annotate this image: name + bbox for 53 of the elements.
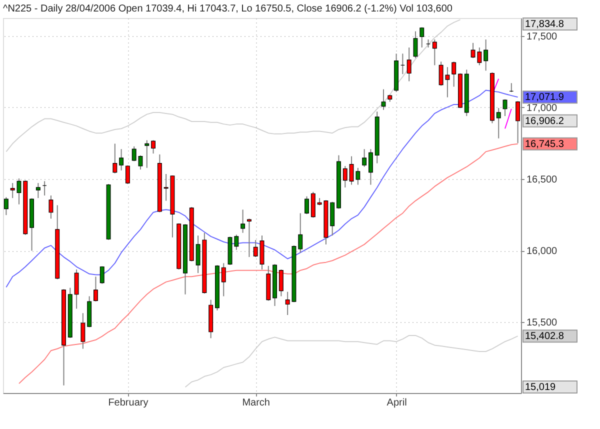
x-tick-label: February [108, 398, 148, 408]
text: 17,834.8 [525, 19, 564, 30]
data-label: 15,402.8 [525, 331, 564, 342]
candlestick [330, 201, 335, 236]
line-series [6, 90, 518, 288]
data-label: 16,745.3 [525, 138, 564, 150]
candlestick [100, 266, 104, 284]
y-tick-label: 17,500 [526, 31, 558, 42]
candlestick [310, 191, 316, 218]
candlestick [406, 46, 412, 82]
chart-title: ^N225 - Daily 28/04/2006 Open 17039.4, Hi 17043.7, Lo 16750.5, Close 16906.2 (-1.2%) Vol 103,600 [3, 4, 453, 14]
candlestick [80, 312, 86, 350]
candlestick [502, 98, 508, 117]
candlestick [342, 165, 348, 188]
candlestick [278, 268, 284, 297]
y-tick-label: 15,500 [526, 318, 558, 329]
candlestick [112, 143, 118, 174]
candlestick [368, 148, 373, 186]
candlestick [253, 239, 258, 258]
y-tick-label: 16,000 [526, 246, 558, 258]
candlestick [94, 276, 98, 302]
candlestick [298, 212, 303, 254]
x-tick-label: April [386, 398, 407, 408]
candlestick [362, 148, 367, 168]
candlestick [420, 26, 424, 48]
candlestick [4, 196, 8, 216]
text: 15,019 [525, 382, 556, 393]
candlestick [413, 30, 418, 59]
y-tick-label: 17,000 [526, 102, 558, 114]
candlestick [151, 140, 156, 154]
text: 16,906.2 [525, 116, 564, 127]
data-label: 17,071.9 [525, 92, 564, 104]
x-tick-label: March [242, 398, 270, 408]
candlestick [452, 61, 456, 88]
candlestick [36, 182, 40, 199]
candlestick [138, 154, 143, 170]
candlestick [496, 108, 501, 139]
candlestick [381, 88, 386, 110]
candlestick [221, 262, 226, 297]
line-series [18, 143, 518, 384]
candlestick [144, 140, 150, 168]
candlestick [432, 38, 437, 66]
candlestick [74, 268, 79, 310]
candlestick [240, 209, 246, 234]
candlestick [48, 194, 54, 220]
candlestick [246, 218, 252, 258]
candlestick [484, 38, 488, 72]
candlestick [260, 235, 264, 270]
candlestick [132, 146, 136, 162]
candlestick [119, 148, 124, 171]
candlestick [304, 196, 309, 215]
y-tick-label: 16,500 [526, 174, 558, 186]
candlestick [125, 164, 130, 185]
